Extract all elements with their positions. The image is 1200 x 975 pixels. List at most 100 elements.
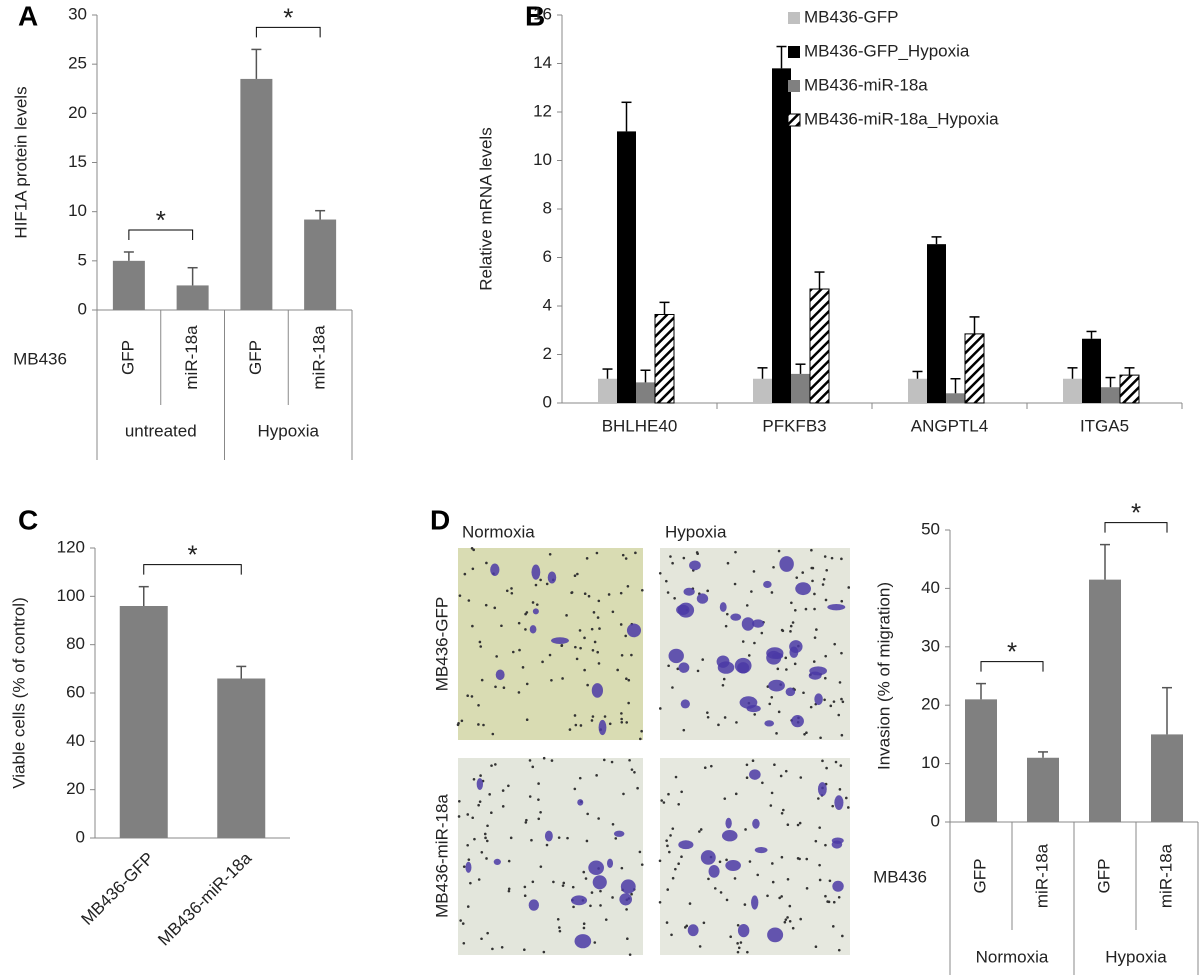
pore <box>839 764 843 767</box>
pore <box>776 667 780 671</box>
pore <box>611 610 615 614</box>
cell <box>476 778 484 790</box>
pore <box>745 763 749 767</box>
pore <box>780 895 783 898</box>
pore <box>628 758 631 762</box>
bar <box>304 219 337 310</box>
cell <box>687 924 699 937</box>
cell <box>626 623 642 638</box>
pore <box>793 662 797 666</box>
y-tick-label: 80 <box>66 634 85 653</box>
cell <box>754 847 768 854</box>
pore <box>778 896 781 900</box>
pore <box>805 857 809 861</box>
pore <box>818 826 821 829</box>
pore <box>698 945 702 948</box>
pore <box>595 551 599 555</box>
pore <box>828 879 832 883</box>
y-tick-label: 120 <box>57 537 85 556</box>
pore <box>804 607 808 611</box>
significance-label: * <box>283 2 293 32</box>
y-tick-label: 16 <box>533 4 552 23</box>
x-tick-label: ITGA5 <box>1080 416 1129 435</box>
cell <box>771 652 784 659</box>
pore <box>784 656 788 660</box>
y-tick-label: 0 <box>543 392 552 411</box>
cell <box>763 580 772 589</box>
x-tick-label: BHLHE40 <box>602 416 678 435</box>
pore <box>461 922 465 925</box>
pore <box>557 836 561 839</box>
pore <box>548 552 552 556</box>
pore <box>671 686 674 689</box>
pore <box>677 802 680 806</box>
pore <box>625 677 628 681</box>
pore <box>624 634 628 638</box>
x-tick-label: GFP <box>1094 859 1113 894</box>
y-tick-label: 0 <box>76 827 85 846</box>
significance-bracket <box>255 26 321 38</box>
pore <box>630 768 634 771</box>
cell <box>708 865 720 878</box>
pore <box>724 624 728 628</box>
pore <box>523 948 526 952</box>
pore <box>477 803 480 807</box>
micrograph <box>456 547 644 741</box>
cell <box>827 603 846 611</box>
y-tick-label: 40 <box>921 578 940 597</box>
pore <box>586 683 589 687</box>
pore <box>638 850 642 854</box>
cell <box>620 879 636 894</box>
pore <box>722 677 726 681</box>
pore <box>578 629 582 632</box>
pore <box>593 640 597 644</box>
pore <box>805 731 808 735</box>
cell <box>789 640 803 654</box>
pore <box>840 599 844 603</box>
pore <box>824 843 827 847</box>
pore <box>796 823 800 827</box>
pore <box>673 596 676 600</box>
pore <box>521 666 525 669</box>
error-bar <box>640 369 651 383</box>
pore <box>630 653 633 657</box>
pore <box>470 695 474 698</box>
error-bar <box>912 370 923 379</box>
pore <box>616 668 619 672</box>
pore <box>599 904 602 907</box>
pore <box>542 950 546 954</box>
significance-label: * <box>156 205 166 235</box>
pore <box>798 821 802 825</box>
pore <box>467 599 471 602</box>
pore <box>539 865 543 868</box>
pore <box>467 858 471 861</box>
y-axis-label: Relative mRNA levels <box>476 127 495 290</box>
pore <box>633 771 636 774</box>
micrograph <box>457 756 644 956</box>
pore <box>744 828 747 831</box>
x-tick-label: GFP <box>970 859 989 894</box>
pore <box>585 557 589 560</box>
pore <box>484 836 487 840</box>
significance-bracket <box>128 229 194 240</box>
pore <box>582 922 586 926</box>
error-bar <box>251 48 262 79</box>
pore <box>810 548 813 552</box>
pore <box>847 806 850 809</box>
pore <box>471 567 475 571</box>
y-axis-label: HIF1A protein levels <box>11 86 30 238</box>
pore <box>725 858 728 862</box>
cell <box>591 683 604 698</box>
pore <box>511 650 515 654</box>
pore <box>610 760 614 764</box>
y-axis-label: Invasion (% of migration) <box>874 582 893 770</box>
error-bar <box>1086 330 1097 339</box>
pore <box>562 881 566 885</box>
pore <box>682 728 686 732</box>
x-tick-label: PFKFB3 <box>762 416 826 435</box>
pore <box>833 642 836 646</box>
pore <box>480 850 484 854</box>
pore <box>587 594 591 598</box>
pore <box>725 898 729 902</box>
